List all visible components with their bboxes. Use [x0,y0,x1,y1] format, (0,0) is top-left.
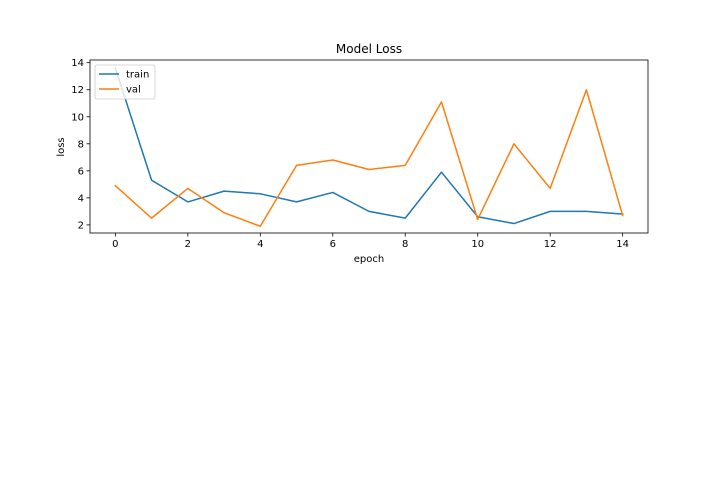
series-layer [114,67,624,227]
x-tick-label-12: 12 [544,239,557,250]
y-tick-label-12: 12 [71,85,84,96]
series-line-train [114,67,624,225]
x-tick-label-0: 0 [112,239,118,250]
legend-label-train: train [126,70,149,81]
y-axis-label: loss [56,137,67,156]
x-tick-label-14: 14 [616,239,629,250]
x-tick-label-10: 10 [471,239,484,250]
x-tick-label-6: 6 [330,239,336,250]
axes-layer: 0 2 4 6 8 10 12 14 2 4 6 8 10 12 14 [71,58,649,250]
y-tick-label-10: 10 [71,112,84,123]
y-tick-label-14: 14 [71,58,84,69]
y-tick-label-6: 6 [78,166,84,177]
legend: train val [94,64,156,100]
chart-title: Model Loss [336,42,402,56]
x-axis-label: epoch [354,254,384,265]
series-line-val [114,88,624,227]
x-tick-label-2: 2 [185,239,191,250]
y-tick-label-4: 4 [78,193,84,204]
legend-label-val: val [126,85,141,96]
plot-frame [89,59,649,234]
y-tick-label-2: 2 [78,220,84,231]
x-tick-label-8: 8 [402,239,408,250]
x-tick-label-4: 4 [257,239,263,250]
y-tick-label-8: 8 [78,139,84,150]
